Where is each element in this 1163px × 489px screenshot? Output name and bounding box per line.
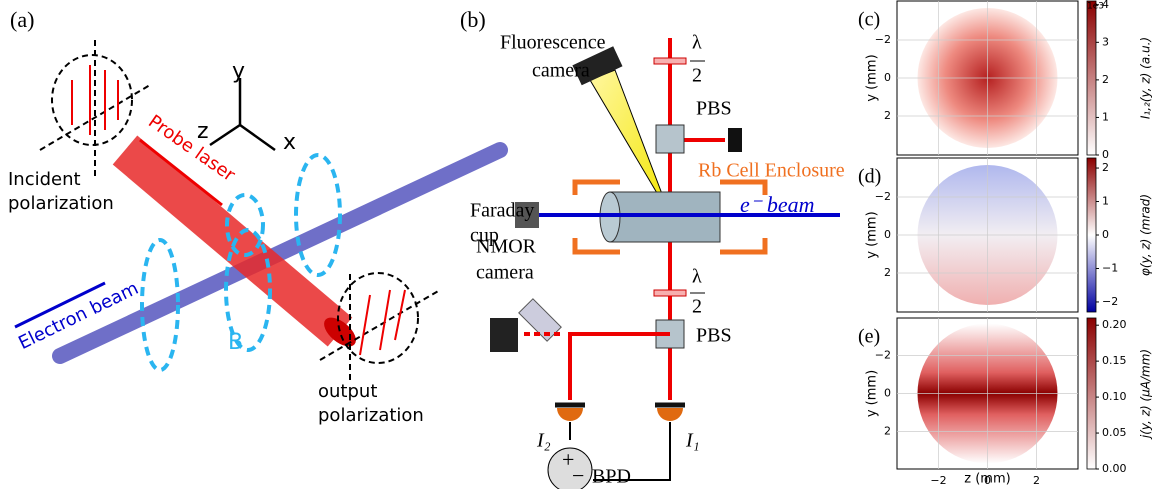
y-tick-label: 2 [884,109,891,122]
beam-dump [728,128,742,152]
waveplate-num: λ [692,32,702,54]
waveplate [654,58,686,64]
y-axis-label: y (mm) [865,54,880,101]
y-tick-label: 0 [884,71,891,84]
colorbar-tick-label: 2 [1102,161,1109,174]
colorbar [1087,1,1096,155]
panel-a: (a) y z x Probe laser Incident polarizat… [8,7,500,426]
y-axis-label: y (mm) [865,370,880,417]
colorbar-tick-label: 3 [1102,35,1109,48]
colorbar-tick-label: −2 [1102,295,1118,308]
detector [557,408,683,421]
camera-label: Fluorescence [500,32,606,54]
incident-label: Incident [8,169,81,190]
waveplate-den: 2 [692,65,702,87]
colorbar-tick-label: 1 [1102,110,1109,123]
x-axis-label: z (mm) [964,472,1010,487]
x-tick-label: 2 [1033,474,1040,487]
colorbar-tick-label: 2 [1102,73,1109,86]
colorbar [1087,318,1096,469]
colorbar-tick-label: 0 [1102,228,1109,241]
colorbar-tick-label: 0.00 [1102,462,1127,475]
colorbar-tick-label: 0.05 [1102,426,1127,439]
x-tick-label: −2 [930,474,946,487]
camera-label: camera [532,60,590,82]
y-tick-label: 0 [884,228,891,241]
enclosure-label: Rb Cell Enclosure [698,160,845,182]
field-label: B [228,330,243,355]
pbs-label: PBS [696,98,732,120]
cup-label: Faraday [470,200,534,222]
axis-label: x [283,130,296,155]
y-tick-label: 2 [884,266,891,279]
colorbar-offset: 1e3 [1087,2,1104,12]
laser-split [570,334,670,400]
nmor-label: NMOR [476,236,537,258]
detector-label: I₁ [685,430,700,452]
colorbar-tick-label: 0.15 [1102,354,1127,367]
waveplate [654,290,686,296]
colorbar [1087,158,1096,312]
colorbar-tick-label: −1 [1102,261,1118,274]
waveplate-den: 2 [692,296,702,318]
y-tick-label: 2 [884,425,891,438]
output-label: polarization [318,405,424,426]
nmor-label: camera [476,262,534,284]
colorbar-label: I₁,₂(y, z) (a.u.) [1139,37,1153,119]
panel-label: (e) [858,326,880,348]
colorbar-tick-label: 0 [1102,148,1109,161]
nmor-camera [490,318,518,352]
y-axis-label: y (mm) [865,211,880,258]
y-tick-label: −2 [875,190,891,203]
panel-label: (c) [858,9,880,31]
y-tick-label: −2 [875,33,891,46]
y-tick-label: −2 [875,349,891,362]
axis-label: y [232,59,245,84]
coordinate-axes [210,78,275,150]
panel-label: (a) [10,7,34,32]
colorbar-tick-label: 1 [1102,195,1109,208]
colorbar-label: φ(y, z) (mrad) [1139,194,1153,276]
pbs-label: PBS [696,325,732,347]
colorbar-tick-label: 0.10 [1102,390,1127,403]
y-tick-label: 0 [884,387,891,400]
panel-label: (d) [858,166,881,188]
beam-label: e⁻ beam [740,192,815,217]
colorbar-label: j(y, z) (μA/mm) [1139,349,1153,440]
panel-label: (b) [460,7,486,32]
figure: (a) y z x Probe laser Incident polarizat… [0,0,1163,489]
bpd-label: BPD [592,466,631,488]
waveplate-num: λ [692,266,702,288]
pbs-cube [656,125,684,153]
bpd-sign: − [572,463,584,488]
detector-label: I₂ [536,430,551,452]
panel-b: (b) + − Fluorescence camera λ 2 PBS Rb C… [460,7,845,489]
output-label: output [318,381,377,402]
electron-rod [60,150,500,356]
incident-label: polarization [8,193,114,214]
colorbar-tick-label: 0.20 [1102,318,1127,331]
